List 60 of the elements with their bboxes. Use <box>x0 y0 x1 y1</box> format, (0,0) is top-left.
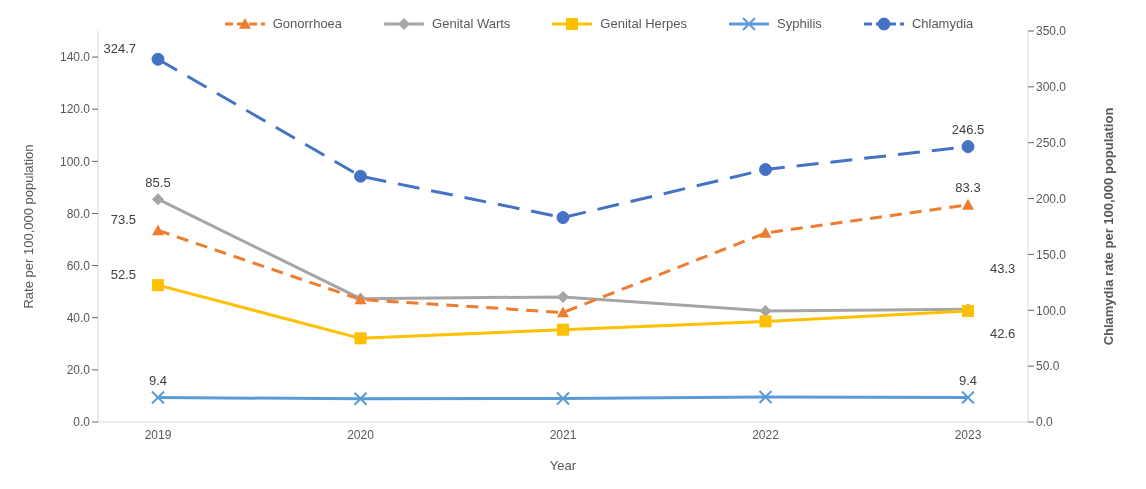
y-tick-label: 120.0 <box>59 102 91 117</box>
data-label: 83.3 <box>955 180 981 196</box>
point <box>759 315 772 328</box>
x-tick-label: 2020 <box>347 427 375 442</box>
data-label: 246.5 <box>951 122 985 138</box>
y2-tick-label: 300.0 <box>1036 80 1067 95</box>
x-axis-title: Year <box>549 458 577 473</box>
y-tick-label: 60.0 <box>66 258 91 273</box>
point <box>557 323 569 336</box>
y-tick-label: 0.0 <box>73 415 91 430</box>
point <box>354 332 367 345</box>
data-label: 9.4 <box>958 372 978 388</box>
point <box>759 304 772 317</box>
point <box>354 169 367 183</box>
y-tick-label: 140.0 <box>59 50 91 65</box>
point <box>152 279 164 292</box>
point <box>961 390 975 405</box>
y2-tick-label: 100.0 <box>1036 303 1067 318</box>
y2-tick-label: 150.0 <box>1036 247 1067 262</box>
y-tick-label: 40.0 <box>66 310 91 325</box>
y2-tick-label: 200.0 <box>1036 191 1067 206</box>
point <box>758 389 773 404</box>
legend-label: Genital Warts <box>431 16 511 31</box>
y-tick-label: 20.0 <box>66 363 91 378</box>
point <box>961 140 975 154</box>
point <box>353 391 368 406</box>
data-label: 324.7 <box>103 40 136 56</box>
legend-label: Syphilis <box>776 16 822 31</box>
point <box>556 391 570 406</box>
data-label: 9.4 <box>148 372 168 388</box>
legend-label: Gonorrhoea <box>271 16 343 31</box>
y2-tick-label: 50.0 <box>1036 359 1060 374</box>
y2-axis-title: Chlamydia rate per 100,000 population <box>1100 107 1116 346</box>
data-label: 42.6 <box>990 326 1016 342</box>
data-label: 85.5 <box>145 174 171 190</box>
data-label: 43.3 <box>990 260 1016 276</box>
data-label: 73.5 <box>110 211 136 227</box>
point <box>152 193 164 206</box>
point <box>759 227 772 238</box>
legend-label: Chlamydia <box>910 16 974 31</box>
x-tick-label: 2022 <box>752 427 780 442</box>
y-tick-label: 100.0 <box>59 154 91 169</box>
point <box>962 198 974 210</box>
y2-tick-label: 0.0 <box>1036 415 1054 430</box>
point <box>759 163 772 177</box>
legend-label: Genital Herpes <box>599 16 688 31</box>
y2-tick-label: 350.0 <box>1036 24 1067 39</box>
point <box>557 306 569 318</box>
y-tick-label: 80.0 <box>66 206 91 221</box>
x-tick-label: 2019 <box>144 427 172 442</box>
point <box>557 290 569 303</box>
x-tick-label: 2023 <box>954 427 982 442</box>
y2-tick-label: 250.0 <box>1036 135 1067 150</box>
point <box>556 211 570 225</box>
point <box>152 224 164 236</box>
data-label: 52.5 <box>110 266 136 282</box>
x-tick-label: 2021 <box>549 427 577 442</box>
point <box>151 390 165 405</box>
y-axis-title: Rate per 100,000 population <box>20 144 36 309</box>
point <box>151 52 165 66</box>
